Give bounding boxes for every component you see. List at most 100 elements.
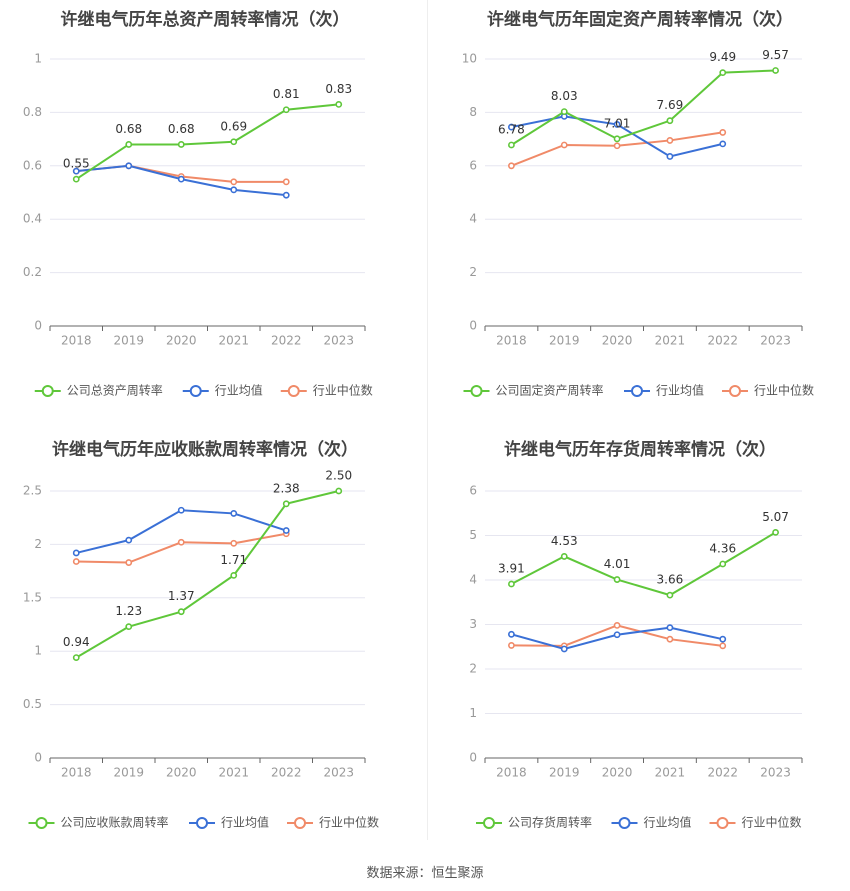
data-label: 0.69 — [220, 119, 247, 133]
data-label: 4.53 — [551, 534, 578, 548]
y-tick-label: 1.5 — [23, 590, 42, 604]
data-point-company — [719, 560, 727, 568]
data-point-avg — [666, 153, 674, 160]
data-point-median — [666, 137, 674, 144]
legend-label: 行业中位数 — [754, 383, 814, 398]
data-point-avg — [719, 140, 727, 148]
y-tick-label: 0.5 — [23, 697, 42, 711]
data-point-company — [177, 141, 185, 148]
legend-marker-icon — [729, 385, 741, 397]
data-point-avg — [177, 506, 185, 514]
y-tick-label: 4 — [469, 212, 477, 226]
x-tick-label: 2022 — [707, 334, 738, 348]
series-line-company — [510, 531, 777, 597]
series-line-company — [75, 103, 339, 180]
data-point-company — [560, 108, 568, 115]
y-tick-label: 0 — [469, 319, 477, 333]
data-point-avg — [666, 624, 674, 632]
data-label: 1.37 — [168, 589, 195, 603]
x-tick-label: 2021 — [218, 766, 249, 780]
legend-item-avg: 行业均值 — [182, 383, 263, 398]
data-label: 0.83 — [325, 82, 352, 96]
data-label: 0.55 — [63, 157, 90, 171]
data-point-company — [666, 591, 674, 599]
x-tick-label: 2020 — [602, 766, 633, 780]
legend-marker-icon — [189, 385, 202, 397]
y-tick-label: 4 — [469, 573, 477, 587]
data-point-company — [72, 175, 80, 183]
legend-label: 公司固定资产周转率 — [496, 383, 604, 398]
data-label: 2.50 — [325, 469, 352, 483]
data-point-company — [177, 608, 185, 616]
data-label: 4.01 — [604, 557, 631, 571]
y-tick-label: 10 — [462, 52, 477, 66]
data-point-avg — [613, 631, 621, 639]
x-tick-label: 2022 — [271, 766, 302, 780]
y-tick-label: 6 — [469, 484, 477, 498]
data-point-avg — [719, 635, 727, 643]
x-tick-label: 2023 — [323, 334, 354, 348]
y-tick-label: 1 — [34, 644, 42, 658]
legend-label: 行业中位数 — [313, 383, 373, 398]
data-label: 9.57 — [762, 48, 789, 62]
data-label: 7.01 — [604, 116, 631, 130]
data-point-company — [613, 576, 621, 583]
data-point-company — [335, 100, 343, 108]
x-tick-label: 2019 — [113, 334, 144, 348]
legend-label: 行业均值 — [221, 815, 269, 830]
y-tick-label: 6 — [469, 158, 477, 172]
data-point-avg — [125, 536, 133, 544]
x-tick-label: 2018 — [61, 766, 92, 780]
data-point-avg — [560, 645, 568, 653]
data-point-median — [560, 141, 568, 149]
data-label: 8.03 — [551, 89, 578, 103]
data-label: 1.23 — [115, 604, 142, 618]
x-tick-label: 2018 — [496, 766, 527, 780]
legend-item-avg: 行业均值 — [189, 815, 269, 830]
legend-label: 公司存货周转率 — [508, 815, 592, 830]
legend-item-median: 行业中位数 — [287, 815, 379, 830]
data-label: 5.07 — [762, 510, 789, 524]
legend-item-company: 公司应收账款周转率 — [28, 815, 169, 830]
data-point-avg — [177, 175, 185, 183]
x-tick-label: 2019 — [549, 766, 580, 780]
data-point-median — [230, 178, 238, 186]
data-point-company — [508, 141, 515, 149]
data-point-avg — [282, 191, 290, 199]
chart-panel-2: 许继电气历年固定资产周转率情况（次） 0 2 4 6 8 10 2018 2019 2020 202… — [462, 9, 814, 398]
chart-title: 许继电气历年固定资产周转率情况（次） — [487, 9, 793, 30]
x-tick-label: 2018 — [496, 334, 527, 348]
data-label: 1.71 — [220, 553, 247, 567]
y-tick-label: 2 — [469, 265, 477, 279]
data-point-company — [230, 138, 238, 146]
data-label: 7.69 — [657, 98, 684, 112]
data-point-median — [508, 642, 515, 649]
data-point-avg — [613, 121, 621, 128]
data-point-avg — [125, 162, 133, 170]
legend-item-median: 行业中位数 — [280, 383, 373, 398]
x-tick-label: 2020 — [602, 334, 633, 348]
y-tick-label: 1 — [34, 52, 42, 66]
data-point-company — [125, 141, 133, 148]
data-label: 0.68 — [115, 122, 142, 136]
series-line-company — [75, 490, 339, 659]
data-point-avg — [508, 630, 515, 638]
chart-title: 许继电气历年应收账款周转率情况（次） — [52, 439, 358, 460]
chart-title: 许继电气历年存货周转率情况（次） — [504, 439, 776, 460]
data-point-company — [282, 500, 290, 508]
y-tick-label: 0.2 — [23, 265, 42, 279]
y-tick-label: 0 — [34, 319, 42, 333]
data-point-avg — [230, 510, 238, 517]
data-point-company — [125, 623, 133, 631]
legend-item-avg: 行业均值 — [611, 815, 692, 830]
data-label: 3.91 — [498, 562, 525, 576]
legend-marker-icon — [618, 817, 631, 829]
legend-marker-icon — [41, 385, 54, 397]
data-point-company — [772, 67, 779, 74]
legend-label: 行业均值 — [215, 383, 263, 398]
x-tick-label: 2018 — [61, 334, 92, 348]
legend-item-avg: 行业均值 — [624, 383, 704, 398]
legend-marker-icon — [716, 817, 729, 829]
legend-item-median: 行业中位数 — [722, 383, 814, 398]
data-point-median — [613, 142, 621, 150]
